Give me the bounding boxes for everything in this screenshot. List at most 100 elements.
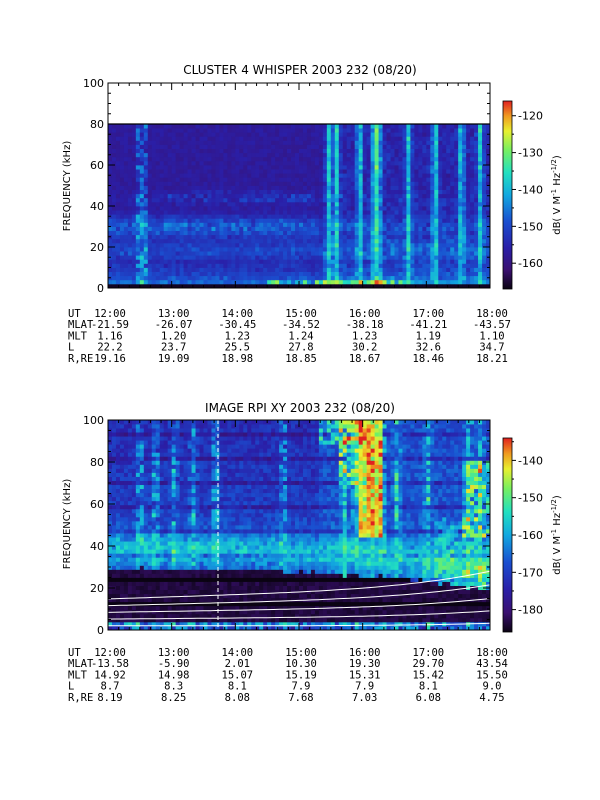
heatmap-cell xyxy=(342,148,348,154)
heatmap-cell xyxy=(446,263,451,268)
heatmap-cell xyxy=(462,197,467,203)
heatmap-cell xyxy=(135,553,141,558)
heatmap-cell xyxy=(131,242,137,248)
heatmap-cell xyxy=(171,472,177,477)
heatmap-cell xyxy=(227,165,232,170)
heatmap-cell xyxy=(115,492,121,498)
heatmap-cell xyxy=(215,218,220,223)
heatmap-cell xyxy=(151,234,157,240)
heatmap-cell xyxy=(267,222,272,227)
heatmap-cell xyxy=(108,136,113,141)
heatmap-cell xyxy=(115,165,121,170)
heatmap-cell xyxy=(135,148,141,154)
heatmap-cell xyxy=(159,448,165,453)
heatmap-cell xyxy=(438,263,443,268)
heatmap-cell xyxy=(382,242,387,248)
heatmap-cell xyxy=(239,263,244,268)
heatmap-cell xyxy=(191,255,196,260)
heatmap-cell xyxy=(223,136,228,141)
heatmap-cell xyxy=(486,259,491,264)
heatmap-cell xyxy=(366,189,372,195)
heatmap-cell xyxy=(143,589,149,595)
heatmap-cell xyxy=(410,279,415,285)
heatmap-cell xyxy=(314,283,320,289)
heatmap-cell xyxy=(111,545,117,550)
heatmap-cell xyxy=(207,218,212,223)
heatmap-cell xyxy=(115,214,121,219)
heatmap-cell xyxy=(358,251,364,256)
heatmap-cell xyxy=(410,222,415,227)
heatmap-cell xyxy=(354,263,360,268)
heatmap-cell xyxy=(123,537,129,542)
heatmap-cell xyxy=(227,189,232,195)
heatmap-cell xyxy=(119,464,125,469)
heatmap-cell xyxy=(155,581,161,586)
heatmap-cell xyxy=(227,144,232,149)
heatmap-cell xyxy=(159,512,165,518)
heatmap-cell xyxy=(215,263,220,268)
heatmap-cell xyxy=(123,593,129,599)
heatmap-cell xyxy=(183,193,188,199)
heatmap-cell xyxy=(175,238,181,244)
heatmap-cell xyxy=(203,173,208,178)
heatmap-cell xyxy=(251,185,256,190)
heatmap-cell xyxy=(402,279,407,285)
heatmap-cell xyxy=(251,214,256,219)
heatmap-cell xyxy=(310,201,316,207)
heatmap-cell xyxy=(111,613,117,619)
heatmap-cell xyxy=(251,279,256,285)
heatmap-cell xyxy=(306,222,312,227)
heatmap-cell xyxy=(398,193,403,199)
heatmap-cell xyxy=(131,520,137,526)
heatmap-cell xyxy=(362,259,368,264)
heatmap-cell xyxy=(235,169,240,174)
heatmap-cell xyxy=(434,279,439,285)
heatmap-cell xyxy=(478,148,483,154)
heatmap-cell xyxy=(167,222,173,227)
heatmap-cell xyxy=(470,226,475,231)
heatmap-cell xyxy=(394,181,399,186)
heatmap-cell xyxy=(291,242,296,248)
heatmap-cell xyxy=(147,472,153,477)
heatmap-cell xyxy=(478,247,483,252)
heatmap-cell xyxy=(239,144,244,149)
heatmap-cell xyxy=(279,283,284,289)
heatmap-cell xyxy=(279,259,284,264)
heatmap-cell xyxy=(151,255,157,260)
heatmap-cell xyxy=(155,553,161,558)
heatmap-cell xyxy=(203,222,208,227)
heatmap-cell xyxy=(199,148,204,154)
heatmap-cell xyxy=(108,432,113,437)
heatmap-cell xyxy=(390,255,395,260)
heatmap-cell xyxy=(342,210,348,215)
heatmap-cell xyxy=(111,144,117,149)
heatmap-cell xyxy=(199,255,204,260)
heatmap-cell xyxy=(139,492,145,498)
heatmap-cell xyxy=(155,436,161,441)
heatmap-cell xyxy=(183,132,188,137)
heatmap-cell xyxy=(159,621,165,627)
heatmap-cell xyxy=(267,226,272,231)
heatmap-cell xyxy=(430,263,435,268)
heatmap-cell xyxy=(334,140,340,145)
heatmap-cell xyxy=(111,492,117,498)
heatmap-cell xyxy=(334,251,340,256)
heatmap-cell xyxy=(318,181,324,186)
heatmap-cell xyxy=(175,541,181,546)
heatmap-cell xyxy=(382,259,387,264)
heatmap-cell xyxy=(135,275,141,281)
heatmap-cell xyxy=(354,222,360,227)
heatmap-cell xyxy=(295,185,300,190)
heatmap-cell xyxy=(195,247,200,252)
heatmap-cell xyxy=(163,214,169,219)
heatmap-cell xyxy=(187,152,192,158)
heatmap-cell xyxy=(279,197,284,203)
heatmap-cell xyxy=(111,255,117,260)
heatmap-cell xyxy=(159,222,165,227)
heatmap-cell xyxy=(330,210,336,215)
heatmap-cell xyxy=(438,124,443,129)
heatmap-cell xyxy=(326,156,332,162)
ephemeris-value: -43.57 xyxy=(473,319,511,331)
heatmap-cell xyxy=(143,218,149,223)
heatmap-cell xyxy=(215,169,220,174)
